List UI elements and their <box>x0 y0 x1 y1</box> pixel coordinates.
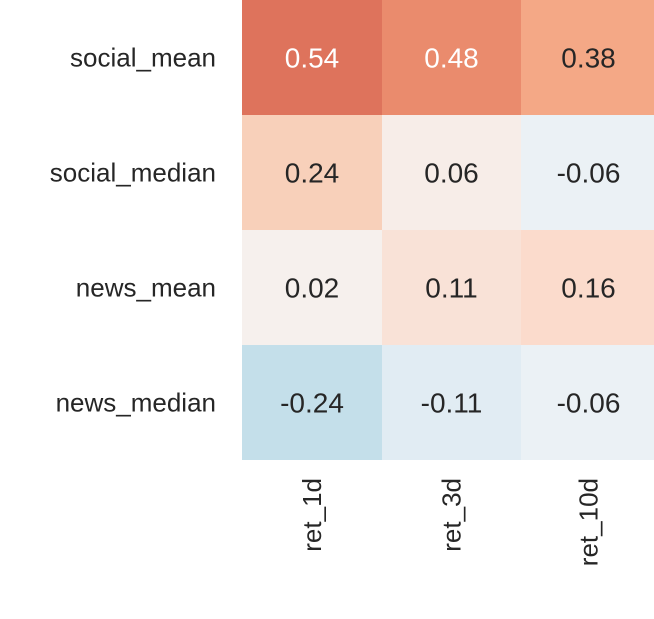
heatmap-cell-social-mean-ret-10d <box>521 0 654 115</box>
x-tick-labels: ret_1d ret_3d ret_10d <box>297 478 604 566</box>
cell-value-label: 0.38 <box>561 43 616 74</box>
x-tick-label: ret_10d <box>574 478 604 566</box>
y-tick-label: news_mean <box>76 273 216 303</box>
heatmap-annotations: 0.54 0.48 0.38 0.24 0.06 -0.06 0.02 0.11 0.16 -0.… <box>280 43 620 419</box>
cell-value-label: 0.02 <box>285 273 340 304</box>
heatmap-cell-news-mean-ret-10d <box>521 230 654 345</box>
heatmap-cell-news-mean-ret-3d <box>382 230 521 345</box>
cell-value-label: 0.24 <box>285 158 340 189</box>
cell-value-label: 0.48 <box>424 43 479 74</box>
cell-value-label: 0.06 <box>424 158 479 189</box>
x-tick-label: ret_3d <box>437 478 467 552</box>
heatmap-cell-social-mean-ret-1d <box>242 0 382 115</box>
x-tick-label: ret_1d <box>297 478 327 552</box>
cell-value-label: -0.11 <box>421 388 483 419</box>
heatmap-cell-social-median-ret-10d <box>521 115 654 230</box>
cell-value-label: -0.06 <box>557 158 621 189</box>
cell-value-label: -0.06 <box>557 388 621 419</box>
heatmap-cells <box>242 0 654 460</box>
heatmap-cell-news-median-ret-3d <box>382 345 521 460</box>
y-tick-labels: social_mean social_median news_mean news_me… <box>50 43 216 418</box>
heatmap-cell-news-median-ret-10d <box>521 345 654 460</box>
cell-value-label: 0.54 <box>285 43 340 74</box>
cell-value-label: 0.16 <box>561 273 616 304</box>
y-tick-label: social_mean <box>70 43 216 73</box>
heatmap-cell-social-median-ret-1d <box>242 115 382 230</box>
cell-value-label: -0.24 <box>280 388 344 419</box>
y-tick-label: social_median <box>50 158 216 188</box>
heatmap-cell-social-mean-ret-3d <box>382 0 521 115</box>
y-tick-label: news_median <box>56 388 216 418</box>
cell-value-label: 0.11 <box>425 273 477 304</box>
heatmap-cell-news-mean-ret-1d <box>242 230 382 345</box>
heatmap-cell-social-median-ret-3d <box>382 115 521 230</box>
heatmap-cell-news-median-ret-1d <box>242 345 382 460</box>
